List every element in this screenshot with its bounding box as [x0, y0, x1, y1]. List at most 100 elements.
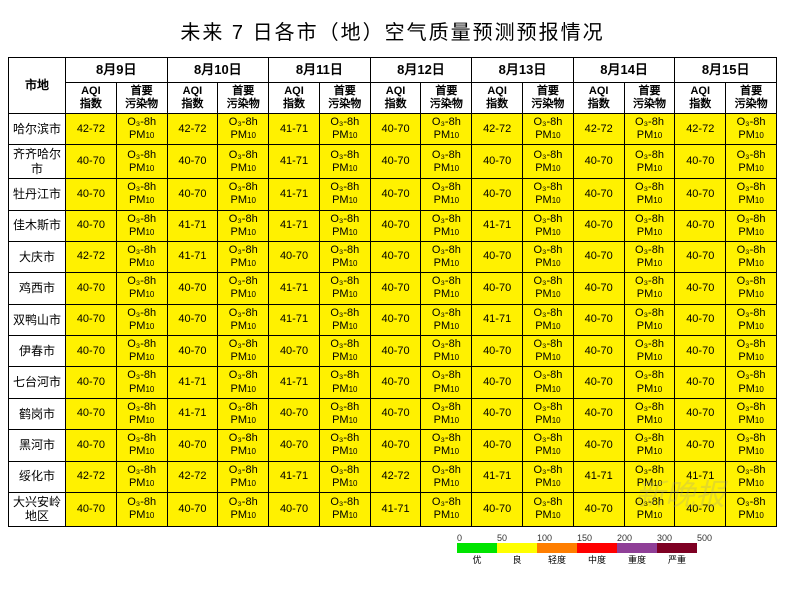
aqi-cell: 40-70 — [370, 398, 421, 429]
table-row: 大兴安岭地区40-70O₃-8hPM1040-70O₃-8hPM1040-70O… — [9, 492, 777, 526]
legend-label: 重度 — [617, 553, 657, 566]
table-row: 佳木斯市40-70O₃-8hPM1041-71O₃-8hPM1041-71O₃-… — [9, 210, 777, 241]
pollutant-cell: O₃-8hPM10 — [421, 398, 472, 429]
pollutant-cell: O₃-8hPM10 — [116, 210, 167, 241]
legend-tick: 150 — [577, 533, 617, 543]
aqi-cell: 40-70 — [573, 304, 624, 335]
city-name: 佳木斯市 — [9, 210, 66, 241]
aqi-cell: 40-70 — [66, 304, 117, 335]
pollutant-cell: O₃-8hPM10 — [624, 336, 675, 367]
header-aqi: AQI指数 — [269, 82, 320, 113]
legend-label: 中度 — [577, 553, 617, 566]
pollutant-cell: O₃-8hPM10 — [421, 273, 472, 304]
aqi-cell: 40-70 — [66, 367, 117, 398]
aqi-cell: 40-70 — [472, 336, 523, 367]
header-aqi: AQI指数 — [472, 82, 523, 113]
aqi-cell: 41-71 — [269, 113, 320, 144]
aqi-cell: 40-70 — [370, 336, 421, 367]
pollutant-cell: O₃-8hPM10 — [523, 273, 574, 304]
legend-tick: 500 — [697, 533, 737, 543]
aqi-cell: 40-70 — [66, 492, 117, 526]
legend-label: 严重 — [657, 553, 697, 566]
header-date: 8月12日 — [370, 58, 472, 83]
aqi-cell: 40-70 — [66, 336, 117, 367]
pollutant-cell: O₃-8hPM10 — [319, 336, 370, 367]
pollutant-cell: O₃-8hPM10 — [726, 273, 777, 304]
legend-color-swatch — [617, 543, 657, 553]
city-name: 牡丹江市 — [9, 179, 66, 210]
aqi-cell: 40-70 — [472, 145, 523, 179]
pollutant-cell: O₃-8hPM10 — [319, 145, 370, 179]
table-row: 双鸭山市40-70O₃-8hPM1040-70O₃-8hPM1041-71O₃-… — [9, 304, 777, 335]
aqi-cell: 40-70 — [370, 113, 421, 144]
pollutant-cell: O₃-8hPM10 — [523, 179, 574, 210]
table-row: 黑河市40-70O₃-8hPM1040-70O₃-8hPM1040-70O₃-8… — [9, 430, 777, 461]
pollutant-cell: O₃-8hPM10 — [116, 273, 167, 304]
pollutant-cell: O₃-8hPM10 — [218, 398, 269, 429]
pollutant-cell: O₃-8hPM10 — [523, 241, 574, 272]
aqi-cell: 41-71 — [269, 461, 320, 492]
aqi-cell: 41-71 — [269, 367, 320, 398]
aqi-cell: 40-70 — [573, 492, 624, 526]
pollutant-cell: O₃-8hPM10 — [624, 113, 675, 144]
pollutant-cell: O₃-8hPM10 — [421, 492, 472, 526]
aqi-cell: 40-70 — [573, 145, 624, 179]
pollutant-cell: O₃-8hPM10 — [218, 113, 269, 144]
aqi-cell: 40-70 — [675, 145, 726, 179]
aqi-legend: 050100150200300500 优良轻度中度重度严重 — [8, 533, 777, 566]
aqi-cell: 41-71 — [675, 461, 726, 492]
aqi-cell: 42-72 — [167, 113, 218, 144]
aqi-cell: 40-70 — [66, 179, 117, 210]
pollutant-cell: O₃-8hPM10 — [319, 430, 370, 461]
aqi-cell: 42-72 — [167, 461, 218, 492]
aqi-cell: 42-72 — [675, 113, 726, 144]
header-aqi: AQI指数 — [675, 82, 726, 113]
pollutant-cell: O₃-8hPM10 — [218, 461, 269, 492]
pollutant-cell: O₃-8hPM10 — [624, 367, 675, 398]
pollutant-cell: O₃-8hPM10 — [421, 145, 472, 179]
aqi-cell: 41-71 — [167, 210, 218, 241]
pollutant-cell: O₃-8hPM10 — [218, 179, 269, 210]
pollutant-cell: O₃-8hPM10 — [726, 398, 777, 429]
pollutant-cell: O₃-8hPM10 — [523, 113, 574, 144]
pollutant-cell: O₃-8hPM10 — [116, 398, 167, 429]
pollutant-cell: O₃-8hPM10 — [218, 210, 269, 241]
aqi-cell: 40-70 — [675, 336, 726, 367]
legend-color-swatch — [457, 543, 497, 553]
pollutant-cell: O₃-8hPM10 — [726, 336, 777, 367]
aqi-cell: 40-70 — [167, 492, 218, 526]
header-city: 市地 — [9, 58, 66, 114]
aqi-cell: 40-70 — [66, 210, 117, 241]
pollutant-cell: O₃-8hPM10 — [421, 336, 472, 367]
aqi-cell: 41-71 — [167, 398, 218, 429]
pollutant-cell: O₃-8hPM10 — [523, 461, 574, 492]
aqi-cell: 42-72 — [66, 461, 117, 492]
pollutant-cell: O₃-8hPM10 — [218, 241, 269, 272]
pollutant-cell: O₃-8hPM10 — [726, 241, 777, 272]
aqi-cell: 40-70 — [167, 304, 218, 335]
pollutant-cell: O₃-8hPM10 — [319, 273, 370, 304]
header-pollutant: 首要污染物 — [218, 82, 269, 113]
pollutant-cell: O₃-8hPM10 — [726, 461, 777, 492]
aqi-cell: 40-70 — [573, 210, 624, 241]
legend-color-swatch — [577, 543, 617, 553]
aqi-cell: 42-72 — [573, 113, 624, 144]
aqi-cell: 40-70 — [675, 210, 726, 241]
aqi-cell: 42-72 — [66, 113, 117, 144]
aqi-cell: 42-72 — [472, 113, 523, 144]
pollutant-cell: O₃-8hPM10 — [726, 210, 777, 241]
pollutant-cell: O₃-8hPM10 — [421, 461, 472, 492]
aqi-cell: 41-71 — [269, 210, 320, 241]
aqi-cell: 41-71 — [167, 367, 218, 398]
legend-color-swatch — [657, 543, 697, 553]
pollutant-cell: O₃-8hPM10 — [624, 304, 675, 335]
aqi-cell: 40-70 — [269, 492, 320, 526]
aqi-cell: 40-70 — [472, 179, 523, 210]
pollutant-cell: O₃-8hPM10 — [523, 336, 574, 367]
aqi-cell: 40-70 — [370, 179, 421, 210]
legend-label: 优 — [457, 553, 497, 566]
pollutant-cell: O₃-8hPM10 — [523, 492, 574, 526]
header-date: 8月10日 — [167, 58, 269, 83]
aqi-cell: 40-70 — [675, 430, 726, 461]
aqi-cell: 40-70 — [472, 398, 523, 429]
